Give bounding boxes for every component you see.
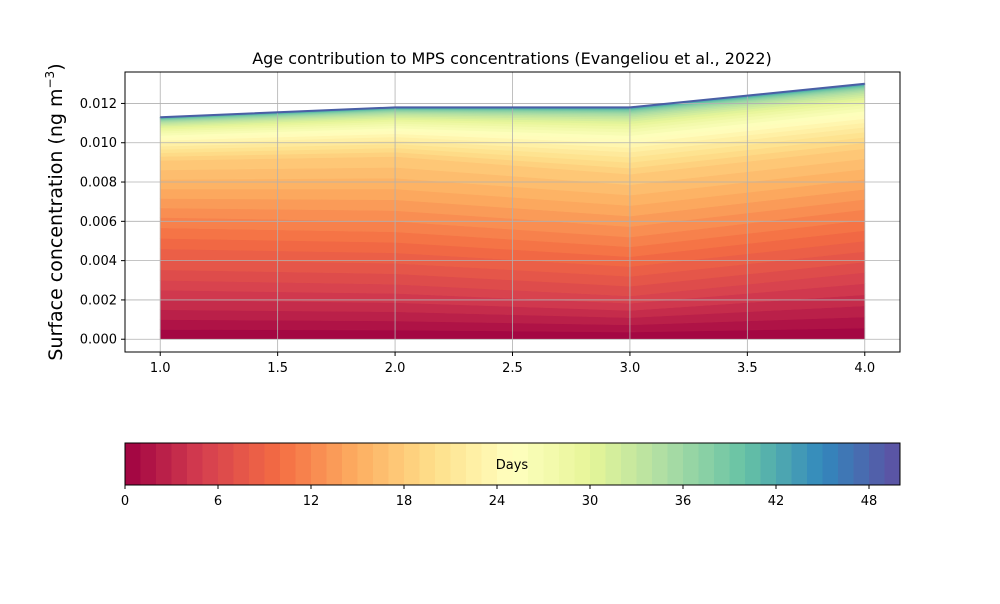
colorbar-cell xyxy=(450,443,467,485)
y-tick-label: 0.000 xyxy=(80,333,117,348)
colorbar-cell xyxy=(295,443,312,485)
colorbar-cell xyxy=(776,443,792,485)
colorbar-cell xyxy=(140,443,157,485)
colorbar-cell xyxy=(156,443,172,485)
y-axis-label-close: ) xyxy=(45,63,67,70)
colorbar-cell xyxy=(218,443,234,485)
colorbar-tick-label: 18 xyxy=(396,494,413,509)
x-tick-label: 1.5 xyxy=(267,361,288,376)
colorbar-cell xyxy=(280,443,296,485)
colorbar-cell xyxy=(481,443,498,485)
x-tick-label: 2.5 xyxy=(502,361,523,376)
colorbar-cell xyxy=(419,443,436,485)
colorbar-cell xyxy=(326,443,343,485)
colorbar-cell xyxy=(543,443,560,485)
colorbar-cell xyxy=(869,443,885,485)
colorbar-tick-label: 6 xyxy=(214,494,222,509)
colorbar-cell xyxy=(125,443,141,485)
colorbar-cell xyxy=(652,443,668,485)
colorbar-cell xyxy=(435,443,451,485)
x-tick-label: 3.0 xyxy=(620,361,641,376)
grid-lines xyxy=(125,72,900,352)
colorbar-cell xyxy=(466,443,482,485)
y-tick-label: 0.012 xyxy=(80,97,117,112)
colorbar-label: Days xyxy=(496,458,529,473)
x-axis-ticks: 1.0 1.5 2.0 2.5 3.0 3.5 4.0 xyxy=(150,352,875,376)
colorbar-cell xyxy=(822,443,839,485)
y-tick-label: 0.002 xyxy=(80,293,117,308)
colorbar-cell xyxy=(559,443,575,485)
colorbar-cell xyxy=(667,443,684,485)
colorbar-cell xyxy=(357,443,374,485)
colorbar-tick-label: 24 xyxy=(489,494,506,509)
colorbar-cell xyxy=(404,443,420,485)
total-line xyxy=(160,82,865,119)
x-tick-label: 3.5 xyxy=(737,361,758,376)
colorbar-cell xyxy=(497,443,513,485)
colorbar-cell xyxy=(745,443,761,485)
y-tick-label: 0.006 xyxy=(80,215,117,230)
total-line-group xyxy=(160,82,865,119)
colorbar-cell xyxy=(605,443,622,485)
colorbar-cell xyxy=(373,443,389,485)
colorbar-cell xyxy=(187,443,203,485)
colorbar-cell xyxy=(311,443,327,485)
colorbar-cell xyxy=(264,443,281,485)
y-tick-label: 0.010 xyxy=(80,136,117,151)
colorbar-ticks: 0 6 12 18 24 30 36 42 48 xyxy=(121,485,877,509)
colorbar-cell xyxy=(512,443,529,485)
x-tick-label: 1.0 xyxy=(150,361,171,376)
y-axis-ticks: 0.000 0.002 0.004 0.006 0.008 0.010 0.012 xyxy=(80,97,125,348)
y-axis-label-main: Surface concentration (ng m xyxy=(45,89,67,361)
colorbar-tick-label: 0 xyxy=(121,494,129,509)
colorbar-cell xyxy=(249,443,265,485)
colorbar-cell xyxy=(714,443,730,485)
colorbar-cell xyxy=(838,443,854,485)
colorbar-cell xyxy=(807,443,823,485)
y-tick-label: 0.004 xyxy=(80,254,117,269)
colorbar-tick-label: 36 xyxy=(675,494,692,509)
colorbar-cell xyxy=(574,443,591,485)
colorbar-cell xyxy=(590,443,606,485)
colorbar-tick-label: 12 xyxy=(303,494,320,509)
colorbar-cell xyxy=(683,443,699,485)
colorbar-cell xyxy=(853,443,870,485)
colorbar-cell xyxy=(791,443,808,485)
colorbar-cell xyxy=(636,443,653,485)
x-tick-label: 4.0 xyxy=(854,361,875,376)
colorbar-cell xyxy=(171,443,188,485)
chart-title: Age contribution to MPS concentrations (… xyxy=(252,49,772,68)
colorbar-cell xyxy=(698,443,715,485)
colorbar-cell xyxy=(202,443,219,485)
colorbar-frame xyxy=(124,442,901,486)
y-axis-label: Surface concentration (ng m−3) xyxy=(43,63,67,360)
colorbar-tick-label: 30 xyxy=(582,494,599,509)
colorbar-cell xyxy=(760,443,777,485)
y-tick-label: 0.008 xyxy=(80,176,117,191)
x-tick-label: 2.0 xyxy=(385,361,406,376)
y-axis-label-exponent: −3 xyxy=(43,71,57,89)
colorbar-cell xyxy=(528,443,544,485)
colorbar-cells xyxy=(125,443,901,485)
colorbar-cell xyxy=(621,443,637,485)
colorbar-cell xyxy=(884,443,901,485)
colorbar-tick-label: 42 xyxy=(768,494,785,509)
colorbar-cell xyxy=(729,443,746,485)
colorbar-cell xyxy=(388,443,405,485)
colorbar-cell xyxy=(233,443,250,485)
colorbar-cell xyxy=(342,443,358,485)
colorbar-tick-label: 48 xyxy=(861,494,878,509)
